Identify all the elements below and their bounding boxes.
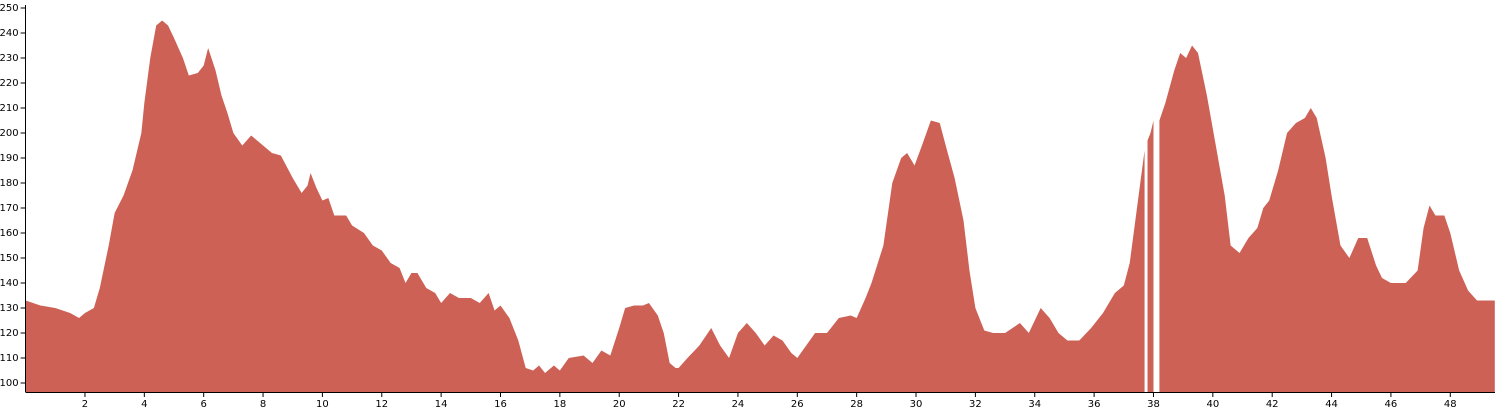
x-tick-label: 6 — [200, 399, 206, 410]
y-tick-label: 250 — [0, 3, 19, 14]
x-tick-label: 48 — [1444, 399, 1457, 410]
y-tick-label: 190 — [0, 153, 19, 164]
x-tick-label: 8 — [260, 399, 266, 410]
x-tick-label: 38 — [1147, 399, 1160, 410]
x-tick-label: 20 — [613, 399, 626, 410]
y-tick-label: 230 — [0, 53, 19, 64]
x-tick-label: 4 — [141, 399, 147, 410]
y-tick-label: 110 — [0, 353, 19, 364]
x-tick-label: 46 — [1385, 399, 1398, 410]
y-tick-label: 240 — [0, 28, 19, 39]
y-tick-label: 150 — [0, 253, 19, 264]
x-tick-label: 28 — [850, 399, 863, 410]
x-tick-label: 2 — [82, 399, 88, 410]
y-tick-label: 210 — [0, 103, 19, 114]
y-tick-label: 180 — [0, 178, 19, 189]
elevation-area — [1159, 45, 1495, 392]
x-tick-label: 12 — [375, 399, 388, 410]
y-tick-label: 130 — [0, 303, 19, 314]
y-tick-label: 120 — [0, 328, 19, 339]
x-tick-label: 34 — [1028, 399, 1041, 410]
y-tick-label: 160 — [0, 228, 19, 239]
x-tick-label: 30 — [910, 399, 923, 410]
x-tick-label: 26 — [791, 399, 804, 410]
y-tick-label: 140 — [0, 278, 19, 289]
x-tick-label: 24 — [732, 399, 745, 410]
x-tick-label: 22 — [672, 399, 685, 410]
y-tick-label: 100 — [0, 378, 19, 389]
x-tick-label: 32 — [969, 399, 982, 410]
x-tick-label: 18 — [553, 399, 566, 410]
elevation-area — [1147, 120, 1154, 392]
x-tick-label: 40 — [1206, 399, 1219, 410]
x-tick-label: 10 — [316, 399, 329, 410]
elevation-area — [25, 20, 1145, 392]
x-tick-label: 44 — [1325, 399, 1338, 410]
y-tick-label: 170 — [0, 203, 19, 214]
y-tick-label: 220 — [0, 78, 19, 89]
x-tick-label: 14 — [435, 399, 448, 410]
y-tick-label: 200 — [0, 128, 19, 139]
x-tick-label: 16 — [494, 399, 507, 410]
x-tick-label: 42 — [1266, 399, 1279, 410]
x-tick-label: 36 — [1088, 399, 1101, 410]
